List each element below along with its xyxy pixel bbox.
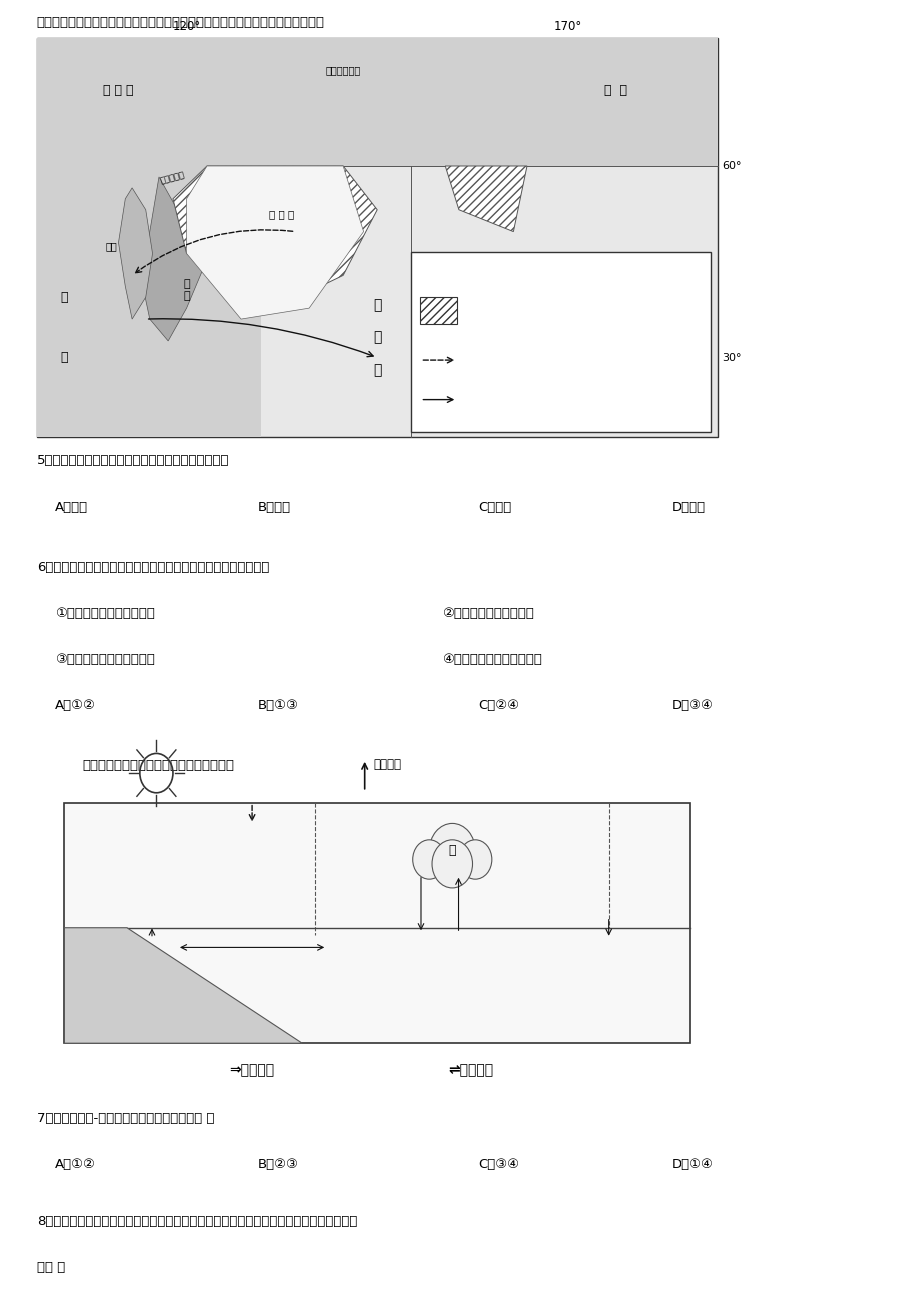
Text: B．径流: B．径流 xyxy=(257,501,290,514)
Text: A．①②: A．①② xyxy=(55,1157,96,1170)
Text: 云: 云 xyxy=(448,844,456,857)
Polygon shape xyxy=(37,165,261,437)
Text: 图  例: 图 例 xyxy=(549,263,573,276)
Polygon shape xyxy=(187,165,363,319)
Text: ①↓太阳辐射: ①↓太阳辐射 xyxy=(256,809,302,818)
Text: ②临近渔场，运输费用低: ②临近渔场，运输费用低 xyxy=(441,607,533,620)
Text: ④季风影响小，阴雨天气少: ④季风影响小，阴雨天气少 xyxy=(441,652,541,665)
Text: C．②④: C．②④ xyxy=(478,699,519,712)
Text: 5．日本海西南部成为明太鱼主要分布区的主导因素是: 5．日本海西南部成为明太鱼主要分布区的主导因素是 xyxy=(37,454,229,467)
Text: 60°: 60° xyxy=(721,161,741,171)
Text: 读海－气相互作用模式图，完成下面小题。: 读海－气相互作用模式图，完成下面小题。 xyxy=(83,759,234,772)
Bar xyxy=(37,38,717,165)
Bar xyxy=(64,802,689,1043)
Text: 海  洋: 海 洋 xyxy=(377,988,402,1003)
Circle shape xyxy=(432,840,472,888)
Text: ②: ② xyxy=(69,937,79,947)
Text: 太

平

洋: 太 平 洋 xyxy=(372,298,381,378)
Text: 工规模最大的地区。下图示意明太鱼进口、加工及销售路线。据此完成下面小题。: 工规模最大的地区。下图示意明太鱼进口、加工及销售路线。据此完成下面小题。 xyxy=(37,17,324,30)
Circle shape xyxy=(413,840,446,879)
Text: 170°: 170° xyxy=(553,20,582,33)
Text: 日
本: 日 本 xyxy=(183,279,189,301)
Text: D．③④: D．③④ xyxy=(671,699,713,712)
Text: 明太鱼销售路线: 明太鱼销售路线 xyxy=(471,395,515,405)
Text: 明太鱼进口路线: 明太鱼进口路线 xyxy=(471,355,515,365)
Polygon shape xyxy=(173,165,377,309)
Text: 降
雨: 降 雨 xyxy=(405,901,411,922)
Text: 风能: 风能 xyxy=(352,934,364,943)
Text: 国: 国 xyxy=(61,352,68,365)
Text: 海－气
热交换: 海－气 热交换 xyxy=(630,865,649,885)
Polygon shape xyxy=(445,165,527,232)
Text: 俄 罗 斯: 俄 罗 斯 xyxy=(103,83,133,96)
Text: D．①④: D．①④ xyxy=(671,1157,713,1170)
Text: 30°: 30° xyxy=(721,353,741,362)
Text: C．③④: C．③④ xyxy=(478,1157,519,1170)
Text: C．寒流: C．寒流 xyxy=(478,501,511,514)
Text: 大  气: 大 气 xyxy=(207,844,234,858)
Text: 析
出: 析 出 xyxy=(149,901,155,922)
Text: 鄂霍次克海: 鄂霍次克海 xyxy=(160,171,186,186)
Text: 7．图中表示海-气相互作用中水分交换的是（ ）: 7．图中表示海-气相互作用中水分交换的是（ ） xyxy=(37,1112,214,1125)
Text: 中: 中 xyxy=(61,292,68,305)
Text: 陆  地: 陆 地 xyxy=(92,988,118,1003)
Polygon shape xyxy=(141,177,205,341)
Text: 延边: 延边 xyxy=(106,241,118,251)
Circle shape xyxy=(459,840,492,879)
Text: ③: ③ xyxy=(453,858,463,867)
Text: 蒸
发: 蒸 发 xyxy=(448,901,455,922)
Text: ③昼夜温差大，冻融次数多: ③昼夜温差大，冻融次数多 xyxy=(55,652,155,665)
Bar xyxy=(37,38,717,437)
Text: A．纬度: A．纬度 xyxy=(55,501,88,514)
Text: 6．与俄罗斯远东地区相比，延边晾晒优质明太鱼干的有利条件有: 6．与俄罗斯远东地区相比，延边晾晒优质明太鱼干的有利条件有 xyxy=(37,561,269,574)
Text: B．①③: B．①③ xyxy=(257,699,298,712)
Text: 明太鱼分布区域: 明太鱼分布区域 xyxy=(471,315,515,324)
Polygon shape xyxy=(119,187,153,319)
Text: D．盐度: D．盐度 xyxy=(671,501,705,514)
Text: ①纬度低，气温高，蒸发快: ①纬度低，气温高，蒸发快 xyxy=(55,607,155,620)
Text: 普罗维杰尼亚: 普罗维杰尼亚 xyxy=(325,65,360,76)
Text: 程（ ）: 程（ ） xyxy=(37,1260,65,1273)
Text: B．②③: B．②③ xyxy=(257,1157,298,1170)
Text: 美  国: 美 国 xyxy=(604,83,627,96)
Bar xyxy=(420,297,457,324)
Polygon shape xyxy=(64,928,301,1043)
Text: 溶
解: 溶 解 xyxy=(149,956,155,976)
Text: ⇒物质交换: ⇒物质交换 xyxy=(229,1064,275,1078)
Text: 地球辐射: 地球辐射 xyxy=(373,758,402,771)
Text: ⇌能量交换: ⇌能量交换 xyxy=(448,1064,494,1078)
Text: 白 令 海: 白 令 海 xyxy=(269,208,294,219)
Text: A．①②: A．①② xyxy=(55,699,96,712)
Circle shape xyxy=(429,823,475,878)
Text: 120°: 120° xyxy=(172,20,200,33)
Text: ④: ④ xyxy=(415,858,425,867)
Text: 可溶气体交换: 可溶气体交换 xyxy=(214,934,252,943)
Text: 8．海洋是陆地降水的主要水汽来源，但从长远看，海洋水体总量变化不大，主要得益于过: 8．海洋是陆地降水的主要水汽来源，但从长远看，海洋水体总量变化不大，主要得益于过 xyxy=(37,1215,357,1228)
Text: (O₂、CO₂等): (O₂、CO₂等) xyxy=(202,966,251,976)
Bar xyxy=(411,253,710,432)
Text: 径
流: 径 流 xyxy=(66,950,72,973)
